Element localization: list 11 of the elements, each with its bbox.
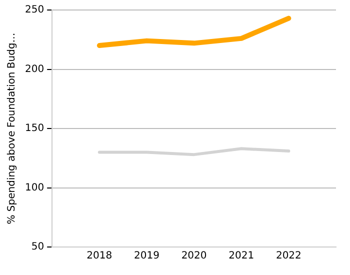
y-tick-label: 200 (24, 64, 44, 75)
y-tick-label: 150 (24, 123, 44, 134)
y-tick-label: 50 (31, 242, 44, 253)
x-tick-label: 2019 (134, 250, 160, 262)
y-axis-title: % Spending above Foundation Budg… (6, 32, 18, 224)
x-tick-label: 2021 (228, 250, 254, 262)
x-tick-label: 2018 (86, 250, 112, 262)
x-tick-label: 2022 (276, 250, 302, 262)
x-tick-label: 2020 (181, 250, 207, 262)
y-tick-label: 250 (24, 4, 44, 16)
y-tick-label: 100 (24, 182, 44, 194)
